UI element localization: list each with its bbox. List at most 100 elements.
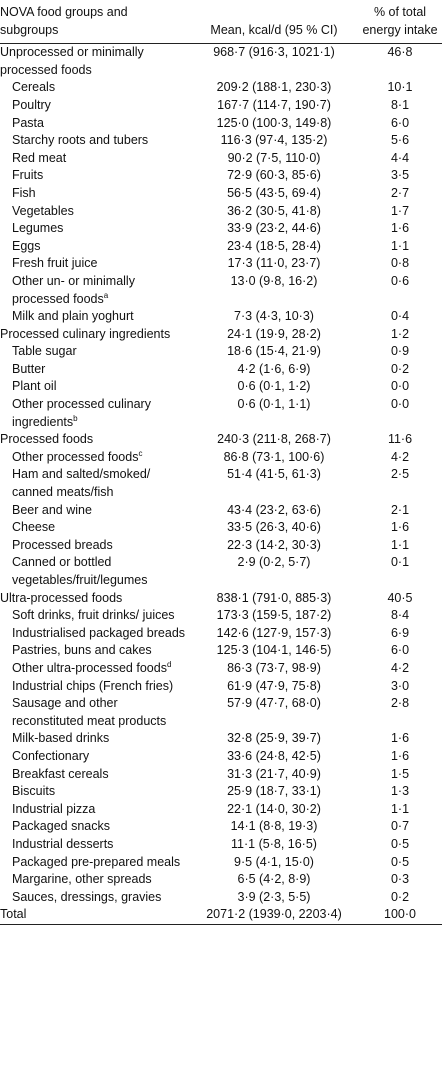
name-cell: Breakfast cereals <box>0 766 190 784</box>
mean-cell: 51·4 (41·5, 61·3) <box>227 467 321 482</box>
pct-cell: 0·9 <box>390 344 410 359</box>
name-cell: Table sugar <box>0 343 190 361</box>
name-cell: Processed foods <box>0 431 190 449</box>
header-row: NOVA food groups and subgroups Mean, kca… <box>0 0 442 44</box>
subgroup-row: Vegetables 36·2 (30·5, 41·8) 1·7 <box>0 203 442 221</box>
mean-cell: 33·9 (23·2, 44·6) <box>227 221 321 236</box>
subgroup-row: Industrial pizza 22·1 (14·0, 30·2) 1·1 <box>0 801 442 819</box>
name-cell: Other ultra-processed foodsd <box>0 660 190 678</box>
row-label: Processed breads <box>12 537 113 552</box>
subgroup-row: Industrial chips (French fries) 61·9 (47·… <box>0 678 442 696</box>
pct-cell: 1·7 <box>390 203 410 218</box>
row-label: Packaged snacks <box>12 819 110 834</box>
name-cell: Packaged snacks <box>0 818 190 836</box>
pct-cell: 46·8 <box>387 45 413 60</box>
name-cell: Pastries, buns and cakes <box>0 642 190 660</box>
subgroup-row: Pastries, buns and cakes 125·3 (104·1, 14… <box>0 642 442 660</box>
group-row: Processed culinary ingredients 24·1 (19·9… <box>0 326 442 344</box>
pct-cell: 1·6 <box>390 731 410 746</box>
name-cell: Milk-based drinks <box>0 730 190 748</box>
name-cell: Vegetables <box>0 203 190 221</box>
pct-cell: 1·6 <box>390 520 410 535</box>
mean-cell: 14·1 (8·8, 19·3) <box>230 819 318 834</box>
pct-cell: 1·1 <box>390 238 410 253</box>
group-row: Ultra-processed foods 838·1 (791·0, 885·3… <box>0 590 442 608</box>
name-cell: Red meat <box>0 150 190 168</box>
mean-cell: 33·6 (24·8, 42·5) <box>227 748 321 763</box>
mean-cell: 0·6 (0·1, 1·2) <box>237 379 311 394</box>
subgroup-row: Other un- or minimally processed foodsa 1… <box>0 273 442 308</box>
name-cell: Unprocessed or minimally processed foods <box>0 44 190 80</box>
row-label: Industrial desserts <box>12 836 114 851</box>
row-label: Pasta <box>12 115 44 130</box>
mean-cell: 3·9 (2·3, 5·5) <box>237 889 311 904</box>
name-cell: Canned or bottled vegetables/fruit/legum… <box>0 554 190 589</box>
row-label: Other un- or minimally processed foods <box>12 273 135 306</box>
subgroup-row: Milk and plain yoghurt 7·3 (4·3, 10·3) 0·4 <box>0 308 442 326</box>
subgroup-row: Canned or bottled vegetables/fruit/legum… <box>0 554 442 589</box>
group-row: Processed foods 240·3 (211·8, 268·7) 11·6 <box>0 431 442 449</box>
name-cell: Biscuits <box>0 783 190 801</box>
row-label: Canned or bottled vegetables/fruit/legum… <box>12 555 148 587</box>
row-label: Total <box>0 907 27 922</box>
header-cell: % of total energy intake <box>362 5 438 37</box>
mean-cell: 17·3 (11·0, 23·7) <box>227 256 321 271</box>
mean-cell: 11·1 (5·8, 16·5) <box>231 836 317 851</box>
subgroup-row: Fruits 72·9 (60·3, 85·6) 3·5 <box>0 167 442 185</box>
pct-cell: 40·5 <box>387 590 413 605</box>
mean-cell: 23·4 (18·5, 28·4) <box>227 238 321 253</box>
subgroup-row: Confectionary 33·6 (24·8, 42·5) 1·6 <box>0 748 442 766</box>
name-cell: Fish <box>0 185 190 203</box>
pct-cell: 0·0 <box>390 379 410 394</box>
table-body: Unprocessed or minimally processed foods… <box>0 44 442 925</box>
pct-cell: 1·5 <box>390 766 410 781</box>
pct-cell: 100·0 <box>384 907 416 922</box>
name-cell: Sauces, dressings, gravies <box>0 889 190 907</box>
pct-cell: 2·7 <box>390 185 410 200</box>
mean-cell: 36·2 (30·5, 41·8) <box>227 203 321 218</box>
row-label: Pastries, buns and cakes <box>12 643 152 658</box>
group-row: Unprocessed or minimally processed foods… <box>0 44 442 80</box>
pct-cell: 1·3 <box>390 784 410 799</box>
pct-cell: 10·1 <box>387 80 413 95</box>
name-cell: Total <box>0 906 190 924</box>
row-label: Milk and plain yoghurt <box>12 309 134 324</box>
row-label: Ham and salted/smoked/ canned meats/fish <box>12 467 151 500</box>
mean-cell: 142·6 (127·9, 157·3) <box>216 625 332 640</box>
name-cell: Milk and plain yoghurt <box>0 308 190 326</box>
name-cell: Starchy roots and tubers <box>0 132 190 150</box>
name-cell: Soft drinks, fruit drinks/ juices <box>0 607 190 625</box>
subgroup-row: Milk-based drinks 32·8 (25·9, 39·7) 1·6 <box>0 730 442 748</box>
name-cell: Cereals <box>0 79 190 97</box>
pct-cell: 1·6 <box>390 748 410 763</box>
name-cell: Margarine, other spreads <box>0 871 190 889</box>
header-cell: Mean, kcal/d (95 % CI) <box>210 22 338 37</box>
mean-cell: 240·3 (211·8, 268·7) <box>217 432 331 447</box>
name-cell: Legumes <box>0 220 190 238</box>
pct-cell: 6·0 <box>390 115 410 130</box>
subgroup-row: Table sugar 18·6 (15·4, 21·9) 0·9 <box>0 343 442 361</box>
subgroup-row: Other processed foodsc 86·8 (73·1, 100·6)… <box>0 449 442 467</box>
row-label: Ultra-processed foods <box>0 590 123 605</box>
pct-cell: 0·7 <box>390 819 410 834</box>
row-label: Processed culinary ingredients <box>0 326 171 341</box>
row-label: Other processed foods <box>12 449 139 464</box>
pct-cell: 3·5 <box>390 168 410 183</box>
name-cell: Fresh fruit juice <box>0 255 190 273</box>
pct-cell: 0·1 <box>390 555 410 570</box>
row-label: Table sugar <box>12 344 77 359</box>
subgroup-row: Packaged pre-prepared meals 9·5 (4·1, 15·… <box>0 854 442 872</box>
mean-cell: 43·4 (23·2, 63·6) <box>227 502 321 517</box>
row-label: Unprocessed or minimally processed foods <box>0 45 144 77</box>
row-label: Fish <box>12 185 36 200</box>
row-label: Fresh fruit juice <box>12 256 98 271</box>
pct-cell: 3·0 <box>390 678 410 693</box>
mean-cell: 173·3 (159·5, 187·2) <box>216 608 332 623</box>
pct-cell: 11·6 <box>387 432 413 447</box>
subgroup-row: Processed breads 22·3 (14·2, 30·3) 1·1 <box>0 537 442 555</box>
mean-cell: 7·3 (4·3, 10·3) <box>234 309 314 324</box>
mean-cell: 32·8 (25·9, 39·7) <box>227 731 321 746</box>
row-label: Packaged pre-prepared meals <box>12 854 181 869</box>
row-label: Beer and wine <box>12 502 92 517</box>
